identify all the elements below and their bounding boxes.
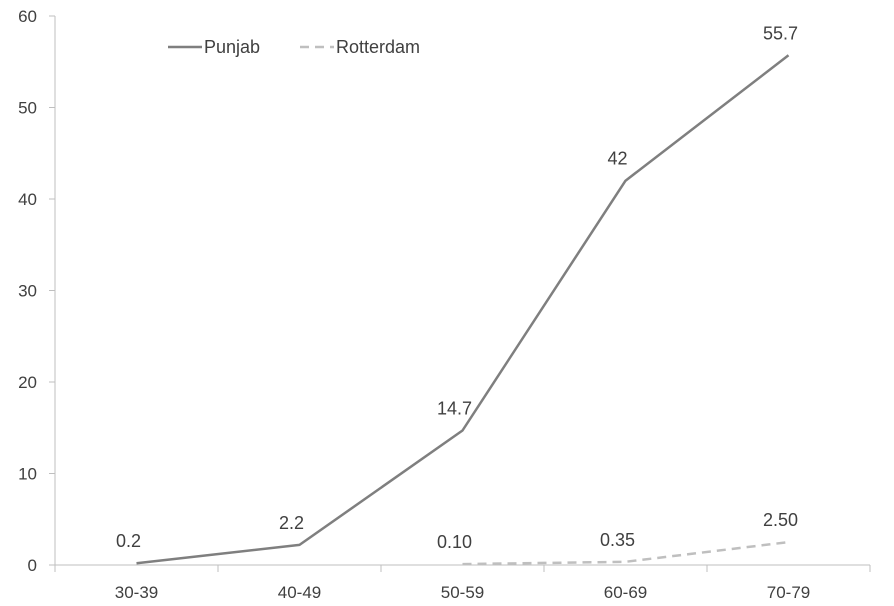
x-tick-label: 30-39	[115, 583, 158, 602]
data-label: 42	[607, 149, 627, 169]
data-label: 14.7	[437, 398, 472, 418]
x-tick-label: 50-59	[441, 583, 484, 602]
x-tick-label: 60-69	[604, 583, 647, 602]
y-tick-label: 40	[18, 190, 37, 209]
data-label: 2.50	[763, 510, 798, 530]
y-axis-ticks: 0 10 20 30 40 50 60	[18, 7, 55, 575]
y-tick-label: 20	[18, 373, 37, 392]
y-tick-label: 60	[18, 7, 37, 26]
legend-label-rotterdam: Rotterdam	[336, 37, 420, 57]
data-label: 0.2	[116, 531, 141, 551]
x-tick-label: 70-79	[767, 583, 810, 602]
data-label: 2.2	[279, 513, 304, 533]
data-label: 55.7	[763, 23, 798, 43]
y-tick-label: 30	[18, 282, 37, 301]
axes	[54, 16, 870, 566]
data-label: 0.35	[600, 530, 635, 550]
series-line-punjab	[136, 54, 790, 565]
y-tick-label: 0	[28, 556, 37, 575]
legend-label-punjab: Punjab	[204, 37, 260, 57]
data-label: 0.10	[437, 532, 472, 552]
data-labels: 0.2 2.2 14.7 42 55.7 0.10 0.35 2.50	[116, 23, 798, 552]
y-tick-label: 50	[18, 99, 37, 118]
series-lines	[136, 54, 790, 566]
x-tick-label: 40-49	[278, 583, 321, 602]
legend: Punjab Rotterdam	[168, 37, 420, 57]
series-line-rotterdam	[462, 540, 789, 566]
y-tick-label: 10	[18, 465, 37, 484]
x-axis-ticks: 30-39 40-49 50-59 60-69 70-79	[54, 565, 871, 602]
